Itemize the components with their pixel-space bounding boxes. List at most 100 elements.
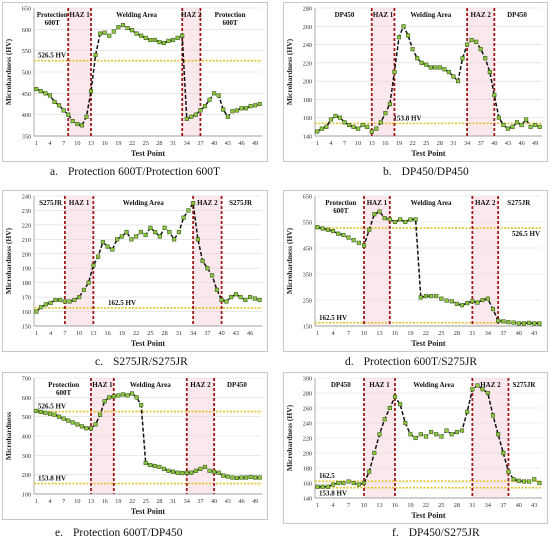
x-tick-label: 37 (500, 330, 506, 337)
y-axis-title: Microhardness (HV) (4, 227, 13, 294)
data-point (516, 478, 521, 483)
data-point (43, 410, 48, 415)
data-point (387, 405, 392, 411)
x-tick-label: 4 (48, 140, 51, 147)
x-tick-label: 40 (211, 140, 217, 147)
data-point (239, 475, 244, 480)
data-point (537, 124, 542, 129)
data-point (88, 426, 94, 431)
data-point (459, 303, 465, 308)
x-tick-label: 16 (105, 330, 111, 337)
x-tick-label: 40 (491, 140, 497, 147)
data-point (419, 60, 424, 65)
data-point (116, 393, 121, 398)
data-point (166, 468, 171, 473)
x-tick-label: 13 (90, 330, 96, 337)
data-point (501, 319, 506, 324)
zone-label: S275JR (39, 199, 63, 207)
data-point (410, 47, 415, 52)
caption-c: c. S275JR/S275JR (95, 356, 188, 368)
zone-label: Protection 600T (48, 381, 79, 397)
data-point (455, 79, 461, 84)
y-tick-label: 220 (22, 222, 31, 229)
y-tick-label: 200 (303, 79, 312, 86)
data-point (387, 217, 392, 222)
x-tick-label: 7 (63, 330, 66, 337)
data-point (460, 56, 465, 61)
data-point (537, 480, 542, 486)
caption-label-a: a. (50, 166, 58, 178)
chart-svg-a: 350 400 450 500 550 600 650 1 4 7 10 13 16 19 22 25 28 31… (2, 2, 268, 162)
data-point (337, 115, 343, 120)
data-point (449, 432, 454, 437)
y-tick-label: 220 (303, 60, 312, 67)
x-axis-title: Test Point (411, 511, 445, 520)
y-tick-label: 240 (22, 194, 31, 201)
data-point (210, 273, 215, 278)
data-point (110, 247, 115, 252)
data-point (225, 474, 230, 479)
data-point (134, 31, 139, 36)
x-tick-label: 19 (115, 140, 121, 147)
data-point (243, 475, 249, 480)
data-point (212, 469, 217, 474)
x-tick-label: 13 (376, 330, 382, 337)
data-point (43, 302, 48, 307)
data-point (105, 244, 110, 249)
y-tick-label: 400 (22, 112, 31, 119)
caption-label-b: b. (383, 166, 392, 178)
data-point (413, 217, 418, 222)
data-point (403, 420, 408, 426)
data-point (496, 115, 501, 120)
zone-label: HAZ 2 (475, 199, 496, 207)
zone-label: Protection 600T (325, 199, 356, 215)
x-tick-label: 16 (102, 498, 108, 505)
y-tick-label: 160 (303, 481, 312, 488)
data-point (527, 479, 532, 484)
data-point (444, 428, 449, 433)
data-point (34, 309, 39, 314)
data-point (537, 321, 542, 326)
data-point (202, 104, 208, 109)
y-tick-label: 550 (22, 48, 31, 55)
data-point (129, 391, 135, 396)
x-tick-label: 34 (485, 502, 491, 509)
data-point (485, 296, 490, 301)
data-point (243, 297, 248, 303)
y-tick-label: 400 (22, 434, 31, 441)
data-point (465, 409, 470, 414)
series-line (316, 24, 540, 133)
chart-frame (2, 190, 268, 352)
data-point (423, 434, 428, 439)
data-point (347, 122, 352, 128)
data-point (487, 69, 492, 75)
data-point (372, 212, 377, 217)
data-point (470, 387, 475, 392)
data-point (396, 35, 402, 40)
x-tick-label: 10 (74, 140, 80, 147)
data-point (75, 122, 80, 127)
data-point (433, 65, 438, 70)
x-tick-label: 22 (410, 140, 416, 147)
data-point (161, 40, 167, 46)
data-point (221, 107, 226, 112)
x-axis-title: Test Point (411, 149, 445, 158)
chart-frame (2, 2, 268, 162)
data-point (167, 230, 172, 235)
data-point (198, 108, 203, 113)
data-point (75, 422, 80, 427)
data-point (175, 35, 180, 40)
data-point (378, 120, 383, 125)
y-axis-title: Microhardness (4, 412, 13, 460)
zone-label: Welding Area (130, 381, 171, 389)
data-point (475, 383, 480, 388)
data-point (346, 235, 351, 240)
data-point (465, 42, 470, 47)
caption-b: b. DP450/DP450 (383, 166, 469, 178)
x-tick-label: 7 (62, 498, 65, 505)
x-tick-label: 13 (88, 498, 94, 505)
data-point (325, 484, 330, 489)
data-point (319, 126, 324, 131)
x-tick-label: 4 (49, 330, 52, 337)
chart-panel-e: 100 200 300 400 500 600 700 1 4 7 10 13 16 19 22 25 28 31… (2, 372, 268, 520)
